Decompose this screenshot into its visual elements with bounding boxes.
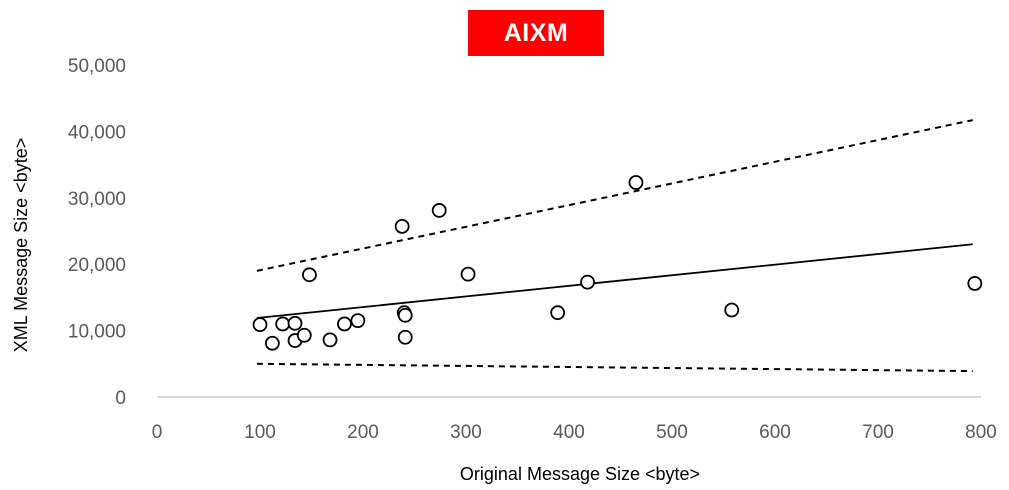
data-point: [431, 203, 447, 218]
dashed-bound-line: [256, 362, 973, 373]
data-point: [322, 332, 338, 348]
data-point: [287, 315, 303, 331]
x-tick-label: 300: [450, 422, 482, 443]
data-point: [724, 302, 740, 318]
x-axis-title: Original Message Size <byte>: [460, 464, 700, 484]
x-tick-label: 200: [347, 422, 379, 443]
x-tick-label: 700: [862, 422, 894, 443]
x-axis-tick-labels: 0 100 200 300 400 500 600 700 800: [152, 422, 997, 443]
regression-line: [256, 243, 973, 319]
x-tick-label: 500: [656, 422, 688, 443]
data-point: [550, 305, 566, 321]
data-point: [350, 313, 366, 329]
x-tick-label: 0: [152, 422, 163, 443]
dashed-bound-line: [256, 119, 973, 272]
y-tick-label: 50,000: [68, 56, 126, 77]
data-point: [397, 329, 413, 345]
x-tick-label: 800: [965, 422, 997, 443]
trend-lines: [256, 119, 973, 373]
chart-title: AIXM: [468, 10, 604, 56]
data-point: [296, 327, 312, 343]
data-point: [967, 276, 983, 291]
data-point: [302, 267, 317, 283]
y-tick-label: 40,000: [68, 122, 126, 143]
y-tick-label: 20,000: [68, 255, 126, 276]
x-tick-label: 100: [244, 422, 276, 443]
x-tick-label: 400: [553, 422, 585, 443]
data-point: [337, 316, 352, 332]
data-points: [252, 175, 983, 351]
data-point: [252, 317, 268, 333]
data-point: [264, 335, 280, 351]
y-axis-tick-labels: 0 10,000 20,000 30,000 40,000 50,000: [68, 56, 126, 409]
y-tick-label: 10,000: [68, 322, 126, 343]
y-tick-label: 30,000: [68, 189, 126, 210]
data-point: [397, 307, 413, 323]
y-axis-title: XML Message Size <byte>: [11, 138, 31, 352]
data-point: [394, 218, 410, 234]
y-tick-label: 0: [115, 388, 126, 409]
data-point: [460, 266, 476, 282]
data-point: [628, 175, 644, 190]
x-tick-label: 600: [759, 422, 791, 443]
data-point: [275, 316, 291, 332]
data-point: [580, 274, 595, 290]
